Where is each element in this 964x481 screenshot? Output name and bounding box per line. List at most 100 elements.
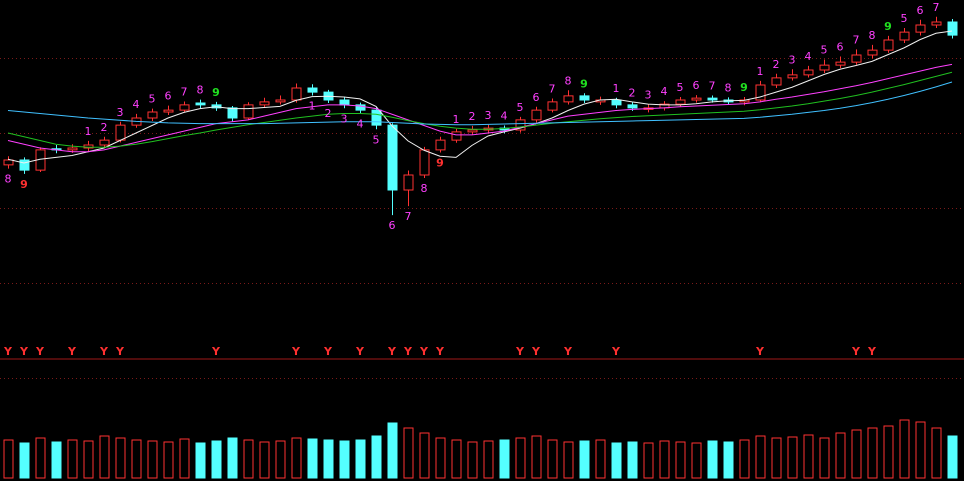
td-count: 9: [580, 77, 588, 90]
td-count: 6: [165, 90, 172, 103]
td-count: 2: [101, 121, 108, 134]
volume-bar: [531, 435, 542, 479]
candle-body: [675, 99, 686, 105]
td-count: 5: [677, 81, 684, 94]
volume-bar: [723, 441, 734, 479]
signal-marker: Y: [867, 345, 877, 358]
candle-body: [883, 39, 894, 51]
td-count: 4: [501, 110, 508, 123]
moving-average: [7, 30, 953, 164]
candle-body: [851, 54, 862, 63]
td-count: 9: [212, 86, 220, 99]
td-count: 8: [421, 182, 428, 195]
volume-bar: [803, 434, 814, 479]
td-count: 3: [789, 53, 796, 66]
moving-average: [7, 71, 953, 148]
td-count: 6: [837, 41, 844, 54]
td-count: 7: [181, 86, 188, 99]
td-count: 4: [133, 98, 140, 111]
volume-bar: [675, 441, 686, 479]
volume-bar: [275, 440, 286, 479]
td-count: 3: [341, 112, 348, 125]
candle-body: [227, 107, 238, 119]
volume-bar: [611, 442, 622, 479]
candle-body: [787, 74, 798, 79]
volume-bar: [867, 427, 878, 479]
signal-marker: Y: [355, 345, 365, 358]
td-count: 8: [869, 29, 876, 42]
volume-bar: [115, 437, 126, 479]
volume-bar: [739, 439, 750, 479]
volume-bar: [467, 441, 478, 479]
signal-marker: Y: [323, 345, 333, 358]
signal-marker: Y: [291, 345, 301, 358]
signal-marker: Y: [99, 345, 109, 358]
candle-body: [563, 95, 574, 103]
candle-body: [147, 111, 158, 119]
td-count: 2: [629, 86, 636, 99]
td-count: 2: [325, 107, 332, 120]
candle-body: [931, 21, 942, 26]
candle-body: [163, 109, 174, 113]
candle-body: [435, 139, 446, 151]
signal-marker: Y: [531, 345, 541, 358]
candle-body: [627, 104, 638, 109]
candle-body: [275, 99, 286, 103]
volume-bar: [419, 432, 430, 479]
volume-bar: [195, 442, 206, 479]
td-count: 8: [5, 173, 12, 186]
candle-body: [707, 97, 718, 101]
candle-body: [531, 109, 542, 121]
volume-bar: [579, 440, 590, 479]
td-count: 8: [725, 81, 732, 94]
volume-bar: [35, 437, 46, 479]
signal-marker: Y: [755, 345, 765, 358]
candle-body: [99, 139, 110, 146]
td-count: 6: [917, 4, 924, 17]
volume-bar: [131, 439, 142, 479]
volume-bar: [435, 437, 446, 479]
signal-marker: Y: [419, 345, 429, 358]
td-count: 4: [661, 85, 668, 98]
candle-body: [899, 31, 910, 41]
td-count: 5: [373, 133, 380, 146]
candle-body: [259, 101, 270, 106]
moving-average: [7, 63, 953, 153]
volume-bar: [67, 439, 78, 479]
volume-bar: [931, 427, 942, 479]
candle-body: [611, 99, 622, 106]
candle-body: [115, 124, 126, 141]
td-count: 9: [884, 20, 892, 33]
signal-marker: Y: [851, 345, 861, 358]
candle-body: [307, 87, 318, 93]
td-count: 4: [357, 118, 364, 131]
candle-body: [515, 119, 526, 131]
td-count: 7: [933, 1, 940, 14]
volume-bar: [147, 440, 158, 479]
volume-bar: [947, 435, 958, 479]
candle-body: [691, 97, 702, 101]
candle-body: [419, 149, 430, 176]
candle-body: [451, 131, 462, 141]
volume-bar: [3, 439, 14, 479]
volume-bar: [547, 439, 558, 479]
volume-bar: [899, 419, 910, 479]
td-count: 9: [436, 157, 444, 170]
volume-bar: [515, 437, 526, 479]
td-count: 6: [693, 79, 700, 92]
td-count: 7: [549, 83, 556, 96]
candle-body: [387, 124, 398, 191]
volume-bar: [819, 437, 830, 479]
candle-body: [915, 24, 926, 33]
volume-bar: [307, 438, 318, 479]
td-count: 1: [613, 82, 620, 95]
candle-body: [467, 129, 478, 133]
moving-average: [7, 81, 953, 126]
volume-bar: [83, 440, 94, 479]
candle-body: [819, 64, 830, 71]
td-count: 4: [805, 50, 812, 63]
volume-bar: [883, 425, 894, 479]
volume-bar: [627, 441, 638, 479]
